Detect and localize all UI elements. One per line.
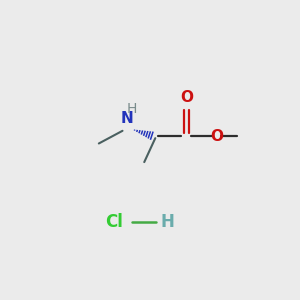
Text: O: O <box>180 90 193 105</box>
Text: H: H <box>161 213 175 231</box>
Text: H: H <box>127 102 137 116</box>
Text: N: N <box>121 111 134 126</box>
Text: Cl: Cl <box>105 213 123 231</box>
Text: O: O <box>210 129 223 144</box>
